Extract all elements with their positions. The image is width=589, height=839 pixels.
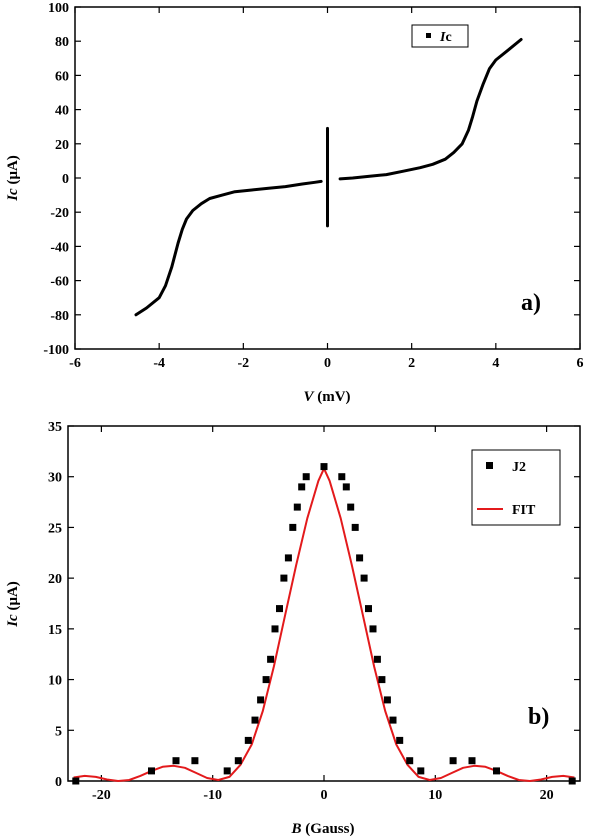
data-point	[262, 676, 270, 684]
data-point	[267, 655, 275, 663]
y-tick-label: 15	[48, 623, 62, 638]
data-point	[284, 554, 292, 562]
data-point	[251, 716, 259, 724]
panel-a-legend-label: Ic	[439, 30, 452, 45]
data-point	[72, 777, 80, 785]
y-tick-label: 30	[48, 471, 62, 486]
y-tick-label: -20	[50, 206, 69, 221]
data-point	[276, 605, 283, 613]
panel-b-label: b)	[528, 704, 549, 730]
panel-a-label: a)	[521, 290, 541, 316]
data-point	[223, 767, 231, 775]
y-tick-label: 100	[48, 1, 69, 16]
data-point	[298, 483, 306, 491]
data-point	[360, 574, 368, 582]
data-point	[191, 757, 199, 765]
y-tick-label: 20	[48, 572, 62, 587]
data-point	[493, 767, 500, 775]
panel-a-legend-box	[411, 24, 469, 48]
data-point	[342, 483, 350, 491]
data-point	[568, 777, 576, 785]
y-tick-label: -100	[43, 343, 69, 358]
data-point	[417, 767, 425, 775]
data-point	[383, 696, 391, 704]
data-point	[369, 625, 377, 633]
data-point	[373, 655, 381, 663]
panel-a-legend-marker	[426, 33, 431, 38]
series-line-segment	[338, 38, 523, 181]
panel-a-y-axis-label: Ic (μA)	[5, 155, 21, 202]
x-tick-label: 0	[321, 788, 328, 803]
data-point	[289, 523, 297, 531]
data-point	[351, 523, 359, 531]
panel-a-series	[134, 38, 523, 317]
y-tick-label: 35	[48, 420, 62, 435]
data-point	[396, 736, 404, 744]
data-point	[320, 463, 328, 471]
panel-b-legend-marker-j2	[486, 462, 493, 469]
x-tick-label: 0	[324, 356, 331, 371]
data-point	[378, 676, 386, 684]
x-tick-label: 4	[492, 356, 499, 371]
data-point	[271, 625, 279, 633]
x-tick-label: 6	[577, 356, 584, 371]
panel-a-legend: Ic	[411, 24, 469, 48]
y-tick-label: -80	[50, 309, 69, 324]
panel-a-x-axis-label: V (mV)	[303, 389, 350, 405]
y-tick-label: 0	[55, 775, 62, 790]
x-tick-label: 2	[408, 356, 415, 371]
data-point	[356, 554, 364, 562]
panel-b-legend-label-j2: J2	[512, 460, 526, 475]
data-point	[257, 696, 265, 704]
data-point	[293, 503, 301, 511]
data-point	[449, 757, 457, 765]
data-point	[280, 574, 288, 582]
data-point	[244, 736, 252, 744]
data-point	[148, 767, 155, 775]
data-point	[234, 757, 242, 765]
panel-b-x-ticks: -20 -10 0 10 20	[92, 426, 554, 803]
y-tick-label: 0	[62, 172, 69, 187]
y-tick-label: 80	[55, 35, 69, 50]
y-tick-label: -40	[50, 240, 69, 255]
panel-b-x-axis-label: B (Gauss)	[291, 821, 355, 837]
panel-a-x-ticks: -6 -4 -2 0 2 4 6	[69, 7, 584, 371]
y-tick-label: 40	[55, 104, 69, 119]
x-tick-label: -10	[203, 788, 222, 803]
panel-a-chart: -6 -4 -2 0 2 4 6 -100-80-60-40-20020406080100 …	[5, 1, 584, 405]
x-tick-label: -20	[92, 788, 111, 803]
y-tick-label: 60	[55, 69, 69, 84]
data-point	[172, 757, 180, 765]
y-tick-label: 25	[48, 521, 62, 536]
panel-a-y-ticks: -100 -80 -60 -40 -20 0 20 40 60 80 100	[43, 1, 580, 358]
data-point	[338, 473, 346, 481]
x-tick-label: -2	[237, 356, 249, 371]
data-point	[365, 605, 372, 613]
y-tick-label: 5	[55, 724, 62, 739]
panel-b-y-ticks: 0 5 10 15 20 25 30 35	[48, 420, 580, 790]
panel-b-y-axis-label: Ic (μA)	[5, 581, 21, 628]
data-point	[302, 473, 310, 481]
panel-b-series	[72, 463, 576, 785]
data-point	[347, 503, 355, 511]
panel-b-legend: J2 FIT	[471, 449, 561, 526]
y-tick-label: 20	[55, 138, 69, 153]
x-tick-label: -6	[69, 356, 81, 371]
panel-b-legend-label-fit: FIT	[512, 503, 536, 518]
data-point	[468, 757, 476, 765]
y-tick-label: 10	[48, 674, 62, 689]
x-tick-label: 10	[428, 788, 442, 803]
panel-b-chart: -20 -10 0 10 20 0 5 10 15 20 25 30 35 B (Gauss) Ic …	[5, 420, 581, 837]
x-tick-label: 20	[540, 788, 554, 803]
data-point	[389, 716, 397, 724]
y-tick-label: -60	[50, 275, 69, 290]
data-point	[406, 757, 414, 765]
series-line-segment	[134, 179, 323, 317]
x-tick-label: -4	[153, 356, 165, 371]
